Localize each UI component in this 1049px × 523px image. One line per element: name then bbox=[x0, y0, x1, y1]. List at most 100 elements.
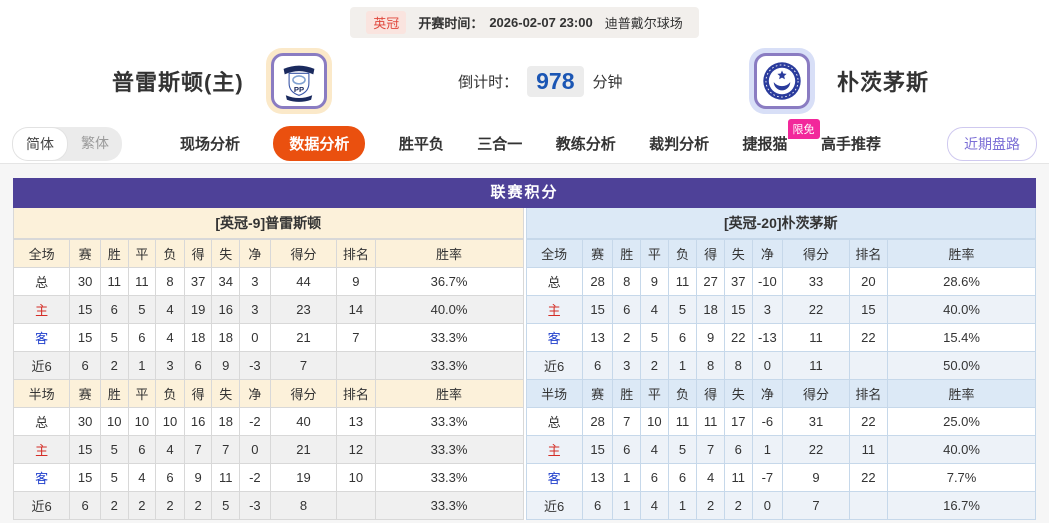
stat-cell: -2 bbox=[239, 463, 271, 492]
stat-cell: 33.3% bbox=[374, 407, 524, 436]
stat-cell: 1 bbox=[612, 491, 642, 520]
column-header: 赛 bbox=[69, 239, 101, 268]
stat-cell: 9 bbox=[782, 463, 850, 492]
nav-tab-3[interactable]: 三合一 bbox=[477, 136, 523, 153]
column-header: 赛 bbox=[69, 379, 101, 408]
row-label: 主 bbox=[12, 435, 71, 464]
column-header: 全场 bbox=[12, 239, 71, 268]
stat-cell: 11 bbox=[782, 323, 850, 352]
column-header: 失 bbox=[723, 239, 753, 268]
countdown-label: 倒计时： bbox=[458, 73, 519, 91]
row-label: 总 bbox=[12, 267, 71, 296]
stat-cell: 22 bbox=[723, 323, 753, 352]
stat-cell: 8 bbox=[612, 267, 642, 296]
home-team-name: 普雷斯顿(主) bbox=[112, 70, 244, 95]
table-row: 总 30 11 11 8 37 34 3 44 9 36.7% bbox=[12, 267, 524, 296]
stat-cell: 5 bbox=[667, 295, 698, 324]
countdown: 倒计时： 978 分钟 bbox=[458, 65, 623, 97]
stat-cell: 7 bbox=[183, 435, 213, 464]
stat-cell: 6 bbox=[127, 435, 157, 464]
stat-cell: 15 bbox=[69, 323, 101, 352]
column-header: 胜 bbox=[99, 379, 129, 408]
stat-cell: 10 bbox=[127, 407, 157, 436]
table-row: 主 15 6 4 5 7 6 1 22 11 40.0% bbox=[525, 435, 1036, 464]
stat-cell: 16.7% bbox=[887, 491, 1036, 520]
stat-cell: 6 bbox=[640, 463, 669, 492]
row-label: 近6 bbox=[12, 491, 71, 520]
stat-cell: 9 bbox=[696, 323, 725, 352]
nav-tab-4[interactable]: 教练分析 bbox=[555, 136, 616, 153]
lang-traditional[interactable]: 繁体 bbox=[81, 134, 109, 151]
stat-cell: 4 bbox=[640, 295, 669, 324]
stat-cell: 2 bbox=[99, 491, 129, 520]
countdown-unit: 分钟 bbox=[592, 73, 623, 91]
column-header: 净 bbox=[751, 379, 784, 408]
stat-cell: 11 bbox=[723, 463, 753, 492]
away-stats-table: 全场赛胜平负得失净得分 排名 胜率总 28 8 9 11 27 37 -10 33 20 28.6% 主 1… bbox=[525, 239, 1037, 520]
kickoff-datetime: 2026-02-07 23:00 bbox=[489, 15, 593, 30]
away-team: 朴茨茅斯 bbox=[748, 48, 929, 114]
stat-cell: 21 bbox=[269, 323, 338, 352]
stat-cell: 6 bbox=[612, 435, 642, 464]
stat-cell: 34 bbox=[211, 267, 241, 296]
language-toggle[interactable]: 简体 繁体 bbox=[12, 126, 122, 161]
table-header-row: 半场赛胜平负得失净得分 排名 胜率 bbox=[525, 379, 1036, 408]
stat-cell: 11 bbox=[211, 463, 241, 492]
row-label: 主 bbox=[525, 295, 583, 324]
stat-cell: 28 bbox=[581, 267, 614, 296]
nav-tab-6[interactable]: 捷报猫 限免 bbox=[743, 119, 820, 154]
column-header: 平 bbox=[640, 379, 669, 408]
nav-tab-5[interactable]: 裁判分析 bbox=[649, 136, 710, 153]
row-label: 主 bbox=[12, 295, 71, 324]
stat-cell bbox=[336, 351, 376, 380]
stat-cell: 33.3% bbox=[374, 435, 524, 464]
nav-tab-2[interactable]: 胜平负 bbox=[398, 136, 444, 153]
row-label: 主 bbox=[525, 435, 583, 464]
stat-cell: 1 bbox=[751, 435, 784, 464]
stat-cell: 12 bbox=[336, 435, 376, 464]
stat-cell: 7 bbox=[612, 407, 642, 436]
column-header: 排名 bbox=[336, 379, 376, 408]
stat-cell: 40 bbox=[269, 407, 338, 436]
stat-cell: 0 bbox=[239, 323, 271, 352]
stat-cell: 21 bbox=[269, 435, 338, 464]
stat-cell: 11 bbox=[667, 267, 698, 296]
stat-cell: 2 bbox=[99, 351, 129, 380]
stat-cell: 4 bbox=[127, 463, 157, 492]
stat-cell: 33.3% bbox=[374, 351, 524, 380]
table-row: 客 15 5 6 4 18 18 0 21 7 33.3% bbox=[12, 323, 524, 352]
stat-cell: 15.4% bbox=[887, 323, 1036, 352]
stat-cell: 7 bbox=[211, 435, 241, 464]
table-row: 总 28 8 9 11 27 37 -10 33 20 28.6% bbox=[525, 267, 1036, 296]
stat-cell: 6 bbox=[581, 491, 614, 520]
stat-cell: 3 bbox=[751, 295, 784, 324]
table-row: 客 13 1 6 6 4 11 -7 9 22 7.7% bbox=[525, 463, 1036, 492]
stat-cell: 33.3% bbox=[374, 463, 524, 492]
stat-cell bbox=[336, 491, 376, 520]
stat-cell: 5 bbox=[640, 323, 669, 352]
row-label: 客 bbox=[525, 463, 583, 492]
lang-simplified[interactable]: 简体 bbox=[12, 126, 68, 161]
stat-cell: 7 bbox=[269, 351, 338, 380]
away-team-logo bbox=[748, 48, 815, 114]
stat-cell: 8 bbox=[723, 351, 753, 380]
stat-cell: 50.0% bbox=[887, 351, 1036, 380]
stat-cell: 6 bbox=[581, 351, 614, 380]
column-header: 平 bbox=[127, 379, 157, 408]
nav-bar: 简体 繁体 现场分析 数据分析 胜平负 三合一 教练分析 裁判分析 捷报猫 限免 高手推荐 近期… bbox=[0, 119, 1049, 164]
stat-cell: 13 bbox=[336, 407, 376, 436]
stat-cell: 19 bbox=[269, 463, 338, 492]
stat-cell: 28.6% bbox=[887, 267, 1036, 296]
stat-cell: 17 bbox=[723, 407, 753, 436]
stat-cell: 5 bbox=[667, 435, 698, 464]
column-header: 胜率 bbox=[374, 379, 524, 408]
stat-cell: 1 bbox=[667, 351, 698, 380]
nav-tab-1[interactable]: 数据分析 bbox=[273, 126, 366, 161]
stat-cell: 18 bbox=[211, 323, 241, 352]
stat-cell: 2 bbox=[183, 491, 213, 520]
nav-tab-0[interactable]: 现场分析 bbox=[180, 136, 241, 153]
content-area: 联赛积分 [英冠-9]普雷斯顿 全场赛胜平负得失净得分 排名 胜率总 30 11 11 8 3… bbox=[0, 164, 1049, 523]
stat-cell: 37 bbox=[723, 267, 753, 296]
recent-trend-button[interactable]: 近期盘路 bbox=[947, 126, 1037, 161]
nav-tab-7[interactable]: 高手推荐 bbox=[820, 136, 881, 153]
